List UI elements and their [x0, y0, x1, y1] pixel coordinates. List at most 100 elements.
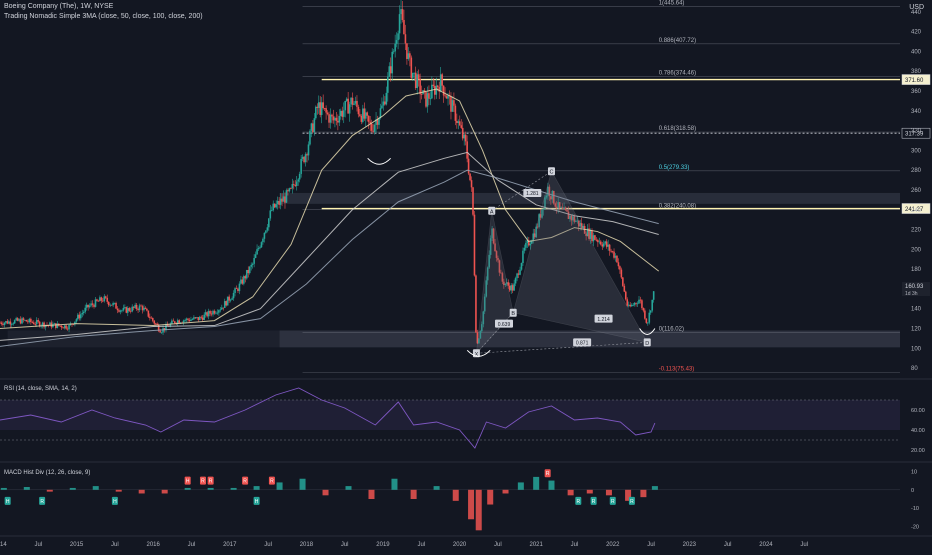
- candle-body: [620, 269, 623, 278]
- candle-body: [592, 235, 595, 242]
- candle-body: [388, 66, 391, 77]
- pattern-point-label: X: [475, 352, 479, 358]
- candle-body: [37, 320, 39, 322]
- candle-body: [303, 156, 305, 163]
- candle-body: [68, 324, 70, 330]
- time-axis-tick: Jul: [417, 542, 425, 548]
- candle-body: [138, 305, 141, 311]
- candle-body: [555, 206, 558, 208]
- candle-body: [504, 283, 507, 286]
- candle-body: [478, 338, 480, 344]
- candle-body: [103, 296, 106, 302]
- candle-body: [163, 328, 166, 331]
- candle-body: [234, 288, 236, 293]
- pattern-point-label: A: [490, 209, 494, 215]
- macd-axis-tick: 10: [911, 469, 917, 475]
- candle-body: [53, 323, 56, 325]
- candle-body: [325, 108, 327, 113]
- macd-hist-bar: [0, 487, 7, 490]
- macd-hist-bar: [138, 489, 145, 494]
- candle-body: [85, 304, 88, 308]
- candle-body: [207, 311, 210, 317]
- candle-body: [651, 299, 654, 311]
- candle-body: [88, 305, 91, 308]
- candle-body: [141, 306, 144, 311]
- pattern-ratio-box: [573, 338, 592, 347]
- macd-divergence-label: H: [113, 499, 117, 505]
- candle-body: [586, 228, 589, 237]
- candle-body: [450, 96, 452, 112]
- candle-body: [382, 101, 385, 106]
- candle-body: [605, 241, 608, 247]
- candle-body: [554, 203, 557, 207]
- candle-body: [473, 214, 476, 276]
- candle-body: [577, 220, 580, 227]
- time-axis-tick: Jul: [341, 542, 349, 548]
- candle-body: [119, 310, 122, 312]
- candle-body: [409, 53, 411, 58]
- candle-body: [495, 251, 498, 258]
- candle-body: [630, 304, 633, 307]
- candle-body: [165, 324, 167, 331]
- candle-body: [580, 223, 583, 229]
- time-axis-tick: Jul: [494, 542, 502, 548]
- time-axis-tick: Jul: [111, 542, 119, 548]
- macd-divergence-box: [609, 496, 616, 505]
- macd-hist-bar: [517, 482, 524, 490]
- candle-body: [472, 187, 474, 215]
- price-axis-tick: 180: [911, 267, 922, 273]
- candle-body: [550, 196, 552, 200]
- candle-body: [541, 209, 543, 218]
- time-axis-tick: Jul: [264, 542, 272, 548]
- candle-body: [429, 98, 432, 100]
- pattern-point-label: D: [645, 341, 649, 347]
- candle-body: [392, 51, 395, 53]
- candle-body: [547, 186, 549, 196]
- candle-body: [500, 272, 502, 274]
- candle-body: [32, 322, 35, 325]
- candle-body: [323, 108, 326, 109]
- candle-body: [320, 102, 323, 115]
- candle-body: [595, 239, 598, 241]
- candle-body: [647, 322, 649, 324]
- macd-hist-bar: [23, 487, 30, 490]
- candle-body: [331, 114, 333, 117]
- time-axis-tick: 2020: [453, 542, 467, 548]
- candle-body: [520, 262, 523, 270]
- candle-body: [260, 242, 263, 248]
- macd-hist-bar: [586, 489, 593, 494]
- candle-body: [439, 74, 442, 92]
- candle-body: [566, 210, 568, 212]
- candle-body: [483, 296, 486, 312]
- candle-body: [113, 302, 116, 304]
- macd-divergence-label: R: [630, 499, 634, 505]
- candle-body: [319, 102, 322, 115]
- candle-body: [442, 85, 445, 96]
- candle-body: [613, 251, 615, 258]
- candle-body: [240, 279, 242, 284]
- candle-body: [426, 93, 429, 107]
- candle-body: [30, 318, 32, 322]
- macd-divergence-label: R: [576, 499, 580, 505]
- price-zone: [279, 192, 900, 204]
- candle-body: [538, 214, 540, 227]
- candle-body: [228, 296, 230, 301]
- candle-body: [245, 269, 248, 279]
- candle-body: [398, 14, 401, 34]
- candle-body: [404, 34, 407, 44]
- candle-body: [193, 317, 195, 320]
- price-axis-tick: 200: [911, 247, 922, 253]
- candle-body: [614, 255, 617, 258]
- candle-body: [337, 120, 339, 123]
- candle-body: [623, 285, 626, 292]
- candle-body: [288, 188, 291, 192]
- macd-hist-bar: [368, 489, 375, 499]
- candle-body: [652, 291, 655, 300]
- candle-body: [304, 154, 307, 163]
- candle-body: [436, 85, 439, 88]
- candle-body: [238, 283, 241, 292]
- candle-body: [310, 123, 313, 131]
- annotation-arc: [367, 157, 391, 165]
